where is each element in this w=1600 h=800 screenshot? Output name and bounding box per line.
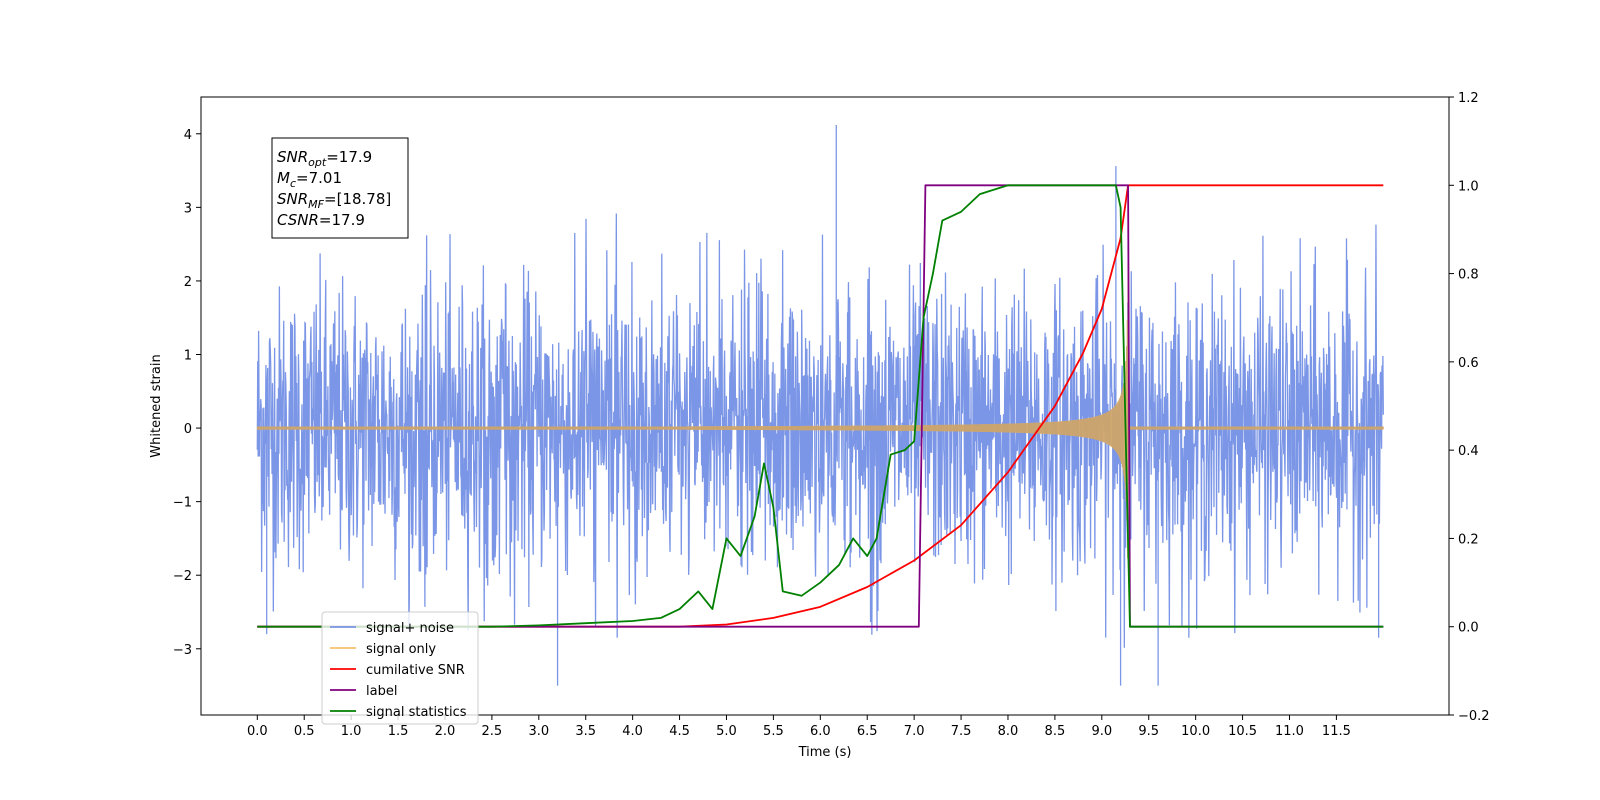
y-left-tick-label: 3 xyxy=(184,201,192,216)
legend-label: signal statistics xyxy=(366,705,467,720)
y-right-tick-label: 0.2 xyxy=(1458,532,1479,547)
y-right-tick-label: 0.4 xyxy=(1458,444,1479,459)
x-tick-label: 4.5 xyxy=(669,724,690,739)
y-left-tick-label: 4 xyxy=(184,128,192,143)
plot-frame xyxy=(200,96,1450,716)
x-tick-label: 8.0 xyxy=(998,724,1019,739)
x-tick-label: 5.0 xyxy=(716,724,737,739)
legend-label: label xyxy=(366,684,397,699)
y-right-tick-label: −0.2 xyxy=(1458,709,1490,724)
y-left-tick-label: −1 xyxy=(173,496,192,511)
y-left-tick-label: 2 xyxy=(184,275,192,290)
x-tick-label: 4.0 xyxy=(622,724,643,739)
series-layer xyxy=(256,124,1384,686)
x-tick-label: 2.0 xyxy=(435,724,456,739)
series-signal-statistics xyxy=(257,184,1384,628)
annotation-frame xyxy=(271,137,409,239)
x-tick-label: 11.0 xyxy=(1275,724,1304,739)
x-tick-label: 9.0 xyxy=(1091,724,1112,739)
x-tick-label: 3.0 xyxy=(528,724,549,739)
y-left-tick-label: 1 xyxy=(184,349,192,364)
x-tick-label: 11.5 xyxy=(1322,724,1351,739)
x-tick-label: 0.0 xyxy=(247,724,268,739)
x-tick-label: 3.5 xyxy=(575,724,596,739)
y-axis-label: Whitened strain xyxy=(149,354,164,457)
x-tick-label: 7.0 xyxy=(904,724,925,739)
y-right-tick-label: 1.2 xyxy=(1458,91,1479,106)
annotation-line: CSNR=17.9 xyxy=(277,211,365,229)
y-axis-right: −0.2 0.0 0.2 0.4 0.6 0.8 1.0 1.2 xyxy=(1449,91,1490,724)
x-tick-label: 10.0 xyxy=(1181,724,1210,739)
y-right-tick-label: 0.8 xyxy=(1458,268,1479,283)
x-tick-label: 1.5 xyxy=(388,724,409,739)
legend-label: signal only xyxy=(366,642,436,657)
y-right-tick-label: 0.6 xyxy=(1458,356,1479,371)
y-left-tick-label: −2 xyxy=(173,569,192,584)
x-tick-label: 2.5 xyxy=(482,724,503,739)
legend-frame xyxy=(321,611,479,725)
x-tick-label: 7.5 xyxy=(951,724,972,739)
y-right-tick-label: 0.0 xyxy=(1458,621,1479,636)
legend-label: cumilative SNR xyxy=(366,663,465,678)
annotation-line: SNRMF=[18.78] xyxy=(277,190,391,211)
series-signal-noise xyxy=(256,213,1384,648)
annotation-line: SNRopt=17.9 xyxy=(277,148,372,169)
y-left-tick-label: −3 xyxy=(173,643,192,658)
legend-label: signal+ noise xyxy=(366,621,454,636)
x-tick-label: 5.5 xyxy=(763,724,784,739)
x-tick-label: 6.5 xyxy=(857,724,878,739)
y-axis-left: −3 −2 −1 0 1 2 3 4 xyxy=(173,128,201,658)
y-left-tick-label: 0 xyxy=(184,422,192,437)
annotation-line: Mc=7.01 xyxy=(277,169,342,190)
series-signal-only-overlay xyxy=(256,260,1384,559)
y-right-tick-label: 1.0 xyxy=(1458,179,1479,194)
x-tick-label: 6.0 xyxy=(810,724,831,739)
x-tick-label: 8.5 xyxy=(1045,724,1066,739)
x-tick-label: 1.0 xyxy=(341,724,362,739)
x-tick-label: 0.5 xyxy=(294,724,315,739)
x-tick-label: 10.5 xyxy=(1228,724,1257,739)
legend: signal+ noise signal only cumilative SNR la… xyxy=(321,611,479,725)
series-cumilative-snr xyxy=(257,184,1384,628)
x-tick-label: 9.5 xyxy=(1138,724,1159,739)
x-axis-label: Time (s) xyxy=(798,745,852,760)
